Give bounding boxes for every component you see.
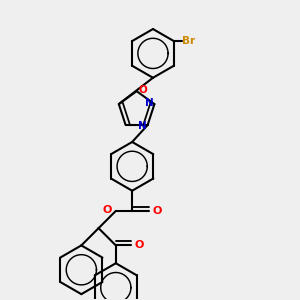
Text: Br: Br <box>182 36 196 46</box>
Text: N: N <box>145 98 154 109</box>
Text: O: O <box>139 85 148 95</box>
Text: O: O <box>153 206 162 216</box>
Text: N: N <box>138 121 147 130</box>
Text: O: O <box>135 240 144 250</box>
Text: O: O <box>103 205 112 215</box>
